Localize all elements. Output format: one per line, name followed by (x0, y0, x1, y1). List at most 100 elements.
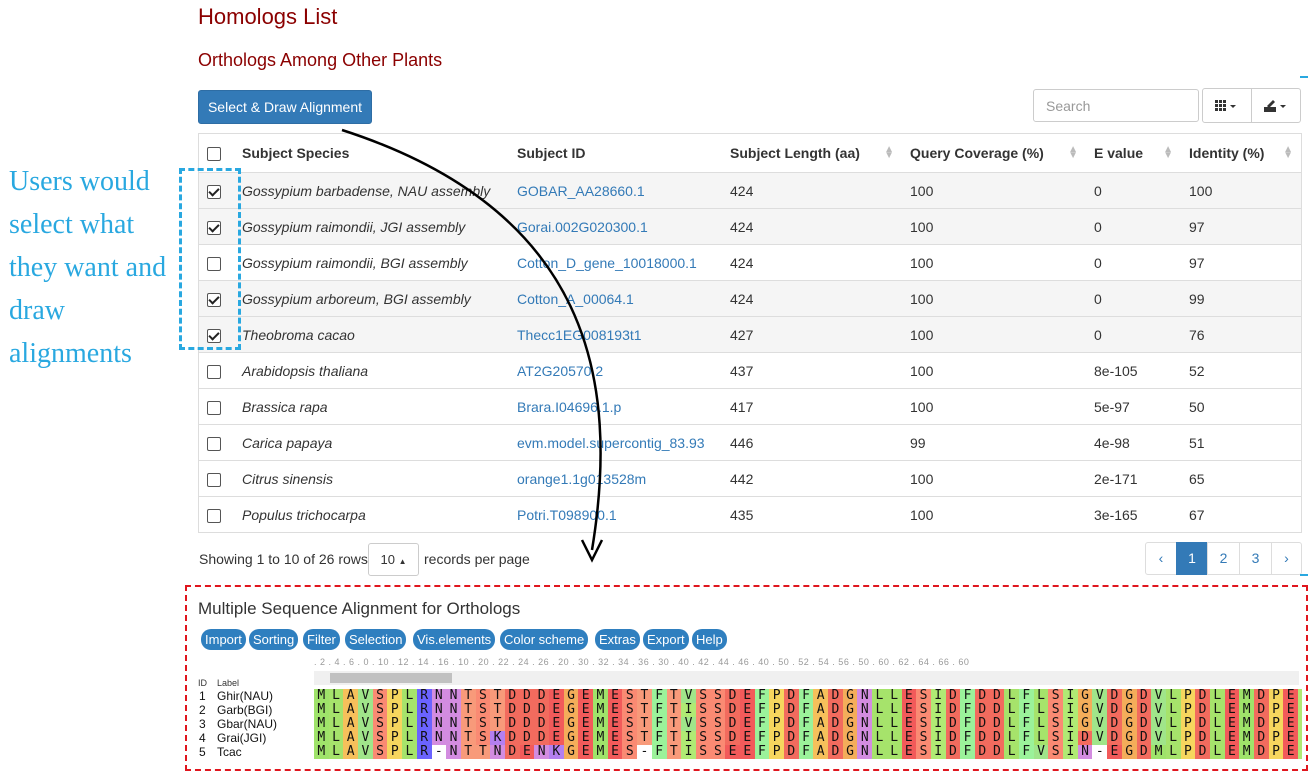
table-row[interactable]: Gossypium arboreum, BGI assembly Cotton_A… (199, 280, 1301, 317)
residue-cell: E (1283, 703, 1299, 717)
table-row[interactable]: Gossypium barbadense, NAU assembly GOBAR_… (199, 172, 1301, 209)
table-row[interactable]: Populus trichocarpa Potri.T098900.1 435 100… (199, 496, 1301, 532)
subject-id-link[interactable]: GOBAR_AA28660.1 (517, 182, 645, 199)
select-all-header[interactable] (199, 134, 234, 173)
subject-id-link[interactable]: Thecc1EG008193t1 (517, 326, 642, 343)
row-checkbox[interactable] (207, 436, 221, 451)
row-checkbox[interactable] (207, 472, 221, 487)
residue-cell: T (666, 703, 682, 717)
table-row[interactable]: Gossypium raimondii, JGI assembly Gorai.0… (199, 208, 1301, 245)
row-select-cell[interactable] (199, 316, 234, 353)
subject-id-link[interactable]: Gorai.002G020300.1 (517, 218, 648, 235)
prev-page-button[interactable]: ‹ (1145, 542, 1177, 575)
subject-id-link[interactable]: Cotton_D_gene_10018000.1 (517, 254, 697, 271)
row-checkbox[interactable] (207, 256, 221, 271)
row-checkbox[interactable] (207, 364, 221, 379)
column-header-sortable[interactable]: E value ▲ ▼ (1086, 134, 1181, 173)
subject-length-cell: 442 (722, 460, 902, 497)
sequence-label[interactable]: Ghir(NAU) (217, 689, 273, 703)
residue-cell: D (784, 745, 799, 759)
subject-id-link[interactable]: Cotton_A_00064.1 (517, 290, 634, 307)
residue-cell: A (813, 717, 829, 731)
residue-cell: S (916, 717, 931, 731)
page-size-dropdown[interactable]: 10 ▲ (368, 543, 419, 576)
subject-id-link[interactable]: evm.model.supercontig_83.93 (517, 434, 705, 451)
residue-cell: L (1033, 703, 1049, 717)
query-coverage-cell: 100 (902, 352, 1086, 389)
alignment-scrollbar[interactable] (314, 671, 1299, 685)
row-select-cell[interactable] (199, 352, 234, 389)
row-checkbox[interactable] (207, 508, 221, 523)
msa-menu-importbutton[interactable]: Import (201, 629, 246, 650)
residue-cell: L (886, 689, 902, 703)
column-header-sortable[interactable]: Subject Length (aa) ▲ ▼ (722, 134, 902, 173)
row-select-cell[interactable] (199, 244, 234, 281)
residue-cell: M (593, 703, 608, 717)
msa-menu-selectionbutton[interactable]: Selection (345, 629, 407, 650)
row-select-cell[interactable] (199, 172, 234, 209)
residue-cell: F (651, 717, 667, 731)
residue-cell: G (842, 731, 858, 745)
residue-cell: D (504, 689, 520, 703)
row-select-cell[interactable] (199, 424, 234, 461)
select-draw-alignment-button[interactable]: Select & Draw Alignment (198, 90, 372, 124)
search-input[interactable] (1033, 89, 1199, 122)
sequence-label[interactable]: Tcac (217, 745, 242, 759)
residue-cell: N (446, 717, 461, 731)
residue-cell: M (314, 731, 329, 745)
residue-cell: N (431, 703, 447, 717)
subject-id-link[interactable]: orange1.1g013528m (517, 470, 647, 487)
row-checkbox[interactable] (207, 292, 221, 307)
residue-cell: E (739, 745, 755, 759)
column-header-sortable[interactable]: Identity (%) ▲ ▼ (1181, 134, 1301, 173)
msa-menu-sortingbutton[interactable]: Sorting (249, 629, 299, 650)
subject-id-link[interactable]: Brara.I04696.1.p (517, 398, 622, 415)
row-select-cell[interactable] (199, 388, 234, 425)
row-checkbox[interactable] (207, 184, 221, 199)
row-select-cell[interactable] (199, 460, 234, 497)
next-page-button[interactable]: › (1271, 542, 1302, 575)
msa-menu-filterbutton[interactable]: Filter (303, 629, 340, 650)
subject-length-cell: 424 (722, 244, 902, 281)
row-checkbox[interactable] (207, 220, 221, 235)
subject-length-cell: 424 (722, 280, 902, 317)
residue-cell: L (872, 745, 887, 759)
row-select-cell[interactable] (199, 496, 234, 532)
page-button-1[interactable]: 1 (1176, 542, 1208, 575)
table-row[interactable]: Brassica rapa Brara.I04696.1.p 417 100 5e-97… (199, 388, 1301, 425)
e-value-cell: 0 (1086, 172, 1181, 209)
residue-cell: T (490, 717, 505, 731)
msa-menu-color-schemebutton[interactable]: Color scheme (500, 629, 589, 650)
row-checkbox[interactable] (207, 328, 221, 343)
subject-id-link[interactable]: Potri.T098900.1 (517, 506, 617, 523)
residue-cell: L (328, 689, 344, 703)
residue-cell: D (1195, 689, 1210, 703)
residue-cell: N (857, 689, 873, 703)
sequence-label[interactable]: Garb(BGI) (217, 703, 273, 717)
page-button-3[interactable]: 3 (1239, 542, 1272, 575)
msa-menu-exportbutton[interactable]: Export (643, 629, 689, 650)
page-button-2[interactable]: 2 (1207, 542, 1240, 575)
msa-menu-helpbutton[interactable]: Help (692, 629, 727, 650)
table-row[interactable]: Carica papaya evm.model.supercontig_83.93… (199, 424, 1301, 461)
export-data-button[interactable] (1251, 88, 1301, 123)
sequence-label[interactable]: Gbar(NAU) (217, 717, 278, 731)
columns-toggle-button[interactable] (1202, 88, 1252, 123)
column-header-sortable[interactable]: Query Coverage (%) ▲ ▼ (902, 134, 1086, 173)
residue-cell: F (1019, 731, 1034, 745)
table-row[interactable]: Theobroma cacao Thecc1EG008193t1 427 100 0 76 (199, 316, 1301, 353)
msa-menu-extrasbutton[interactable]: Extras (595, 629, 640, 650)
row-select-cell[interactable] (199, 208, 234, 245)
subject-id-link[interactable]: AT2G20570.2 (517, 362, 604, 379)
row-checkbox[interactable] (207, 400, 221, 415)
table-row[interactable]: Citrus sinensis orange1.1g013528m 442 100 2e… (199, 460, 1301, 497)
msa-menu-vis-elementsbutton[interactable]: Vis.elements (413, 629, 496, 650)
select-all-checkbox[interactable] (207, 147, 221, 162)
table-row[interactable]: Arabidopsis thaliana AT2G20570.2 437 100 8e-… (199, 352, 1301, 389)
sequence-label[interactable]: Grai(JGI) (217, 731, 267, 745)
row-select-cell[interactable] (199, 280, 234, 317)
scrollbar-thumb[interactable] (330, 673, 452, 683)
residue-cell: I (681, 745, 696, 759)
residue-cell: D (725, 731, 740, 745)
